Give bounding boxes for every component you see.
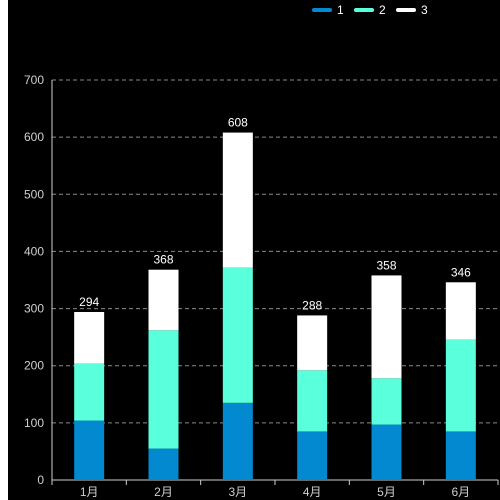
y-tick-label: 100 bbox=[24, 416, 44, 430]
bar-segment-series-3[interactable] bbox=[74, 312, 105, 364]
bar-total-label: 346 bbox=[451, 265, 471, 279]
bar-segment-series-2[interactable] bbox=[74, 363, 105, 421]
bar-segment-series-1[interactable] bbox=[445, 431, 476, 480]
x-tick-label: 1月 bbox=[80, 485, 99, 499]
x-tick-label: 5月 bbox=[377, 485, 396, 499]
bar-segment-series-1[interactable] bbox=[148, 448, 179, 480]
bar-segment-series-3[interactable] bbox=[445, 282, 476, 340]
bar-total-label: 368 bbox=[153, 253, 173, 267]
bar-total-label: 358 bbox=[376, 258, 396, 272]
y-tick-label: 700 bbox=[24, 73, 44, 87]
bar-segment-series-2[interactable] bbox=[445, 339, 476, 432]
legend-swatch-series-3[interactable] bbox=[396, 8, 416, 12]
bar-segment-series-1[interactable] bbox=[222, 402, 253, 480]
chart-panel: 0 100 200 300 400 500 600 700 294 1月 368 2月 608 3月 288… bbox=[8, 0, 500, 500]
x-tick-label: 2月 bbox=[154, 485, 173, 499]
bar-total-label: 294 bbox=[79, 295, 99, 309]
bar-segment-series-3[interactable] bbox=[222, 132, 253, 268]
legend-swatch-series-1[interactable] bbox=[312, 8, 332, 12]
bar-segment-series-3[interactable] bbox=[371, 275, 402, 379]
bar-segment-series-2[interactable] bbox=[371, 378, 402, 425]
bar-segment-series-2[interactable] bbox=[222, 267, 253, 403]
bar-total-label: 288 bbox=[302, 298, 322, 312]
bar-total-label: 608 bbox=[228, 116, 248, 130]
bar-segment-series-1[interactable] bbox=[74, 420, 105, 480]
stacked-bar-chart: 0 100 200 300 400 500 600 700 294 1月 368 2月 608 3月 288… bbox=[24, 3, 499, 499]
y-tick-label: 500 bbox=[24, 187, 44, 201]
y-tick-label: 200 bbox=[24, 359, 44, 373]
bar-segment-series-1[interactable] bbox=[371, 424, 402, 480]
bar-segment-series-1[interactable] bbox=[297, 431, 328, 480]
x-tick-label: 3月 bbox=[228, 485, 247, 499]
y-tick-label: 400 bbox=[24, 244, 44, 258]
x-tick-label: 4月 bbox=[303, 485, 322, 499]
legend-label[interactable]: 2 bbox=[379, 3, 386, 17]
legend-label[interactable]: 3 bbox=[421, 3, 428, 17]
bar-segment-series-2[interactable] bbox=[148, 330, 179, 449]
bar-segment-series-2[interactable] bbox=[297, 370, 328, 432]
y-tick-label: 300 bbox=[24, 302, 44, 316]
y-tick-label: 0 bbox=[37, 473, 44, 487]
bar-segment-series-3[interactable] bbox=[297, 315, 328, 371]
legend-label[interactable]: 1 bbox=[337, 3, 344, 17]
bar-segment-series-3[interactable] bbox=[148, 269, 179, 331]
x-tick-label: 6月 bbox=[451, 485, 470, 499]
legend-swatch-series-2[interactable] bbox=[354, 8, 374, 12]
y-tick-label: 600 bbox=[24, 130, 44, 144]
